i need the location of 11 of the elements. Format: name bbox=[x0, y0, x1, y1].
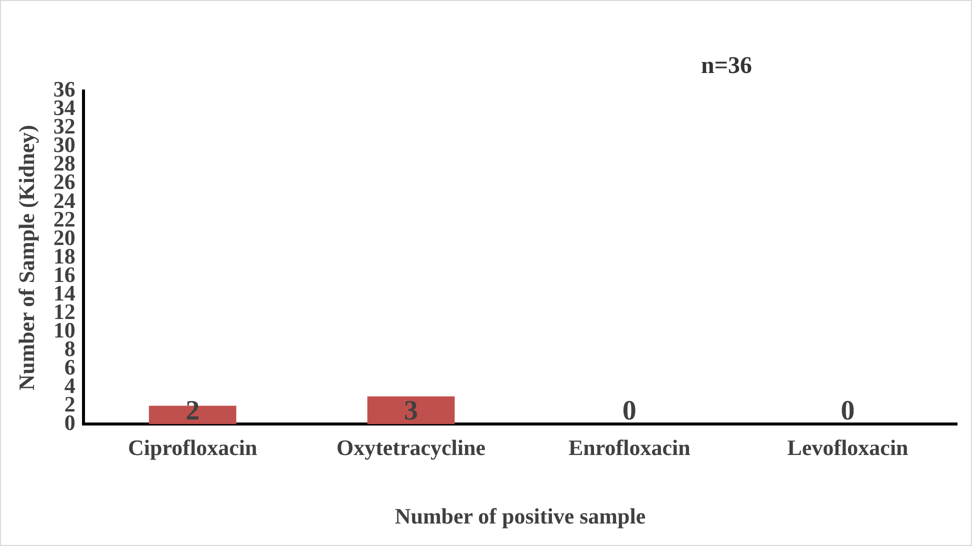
x-tick-label: Oxytetracycline bbox=[336, 435, 486, 460]
x-axis-title: Number of positive sample bbox=[394, 503, 646, 528]
text: n=36 bbox=[701, 53, 752, 80]
data-label: 0 bbox=[622, 395, 636, 426]
data-label: 0 bbox=[840, 395, 855, 426]
x-tick-label: Enrofloxacin bbox=[568, 435, 690, 460]
data-label: 3 bbox=[404, 395, 418, 426]
x-tick-label: Levofloxacin bbox=[787, 435, 908, 460]
y-axis-title: Number of Sample (Kidney) bbox=[14, 124, 39, 390]
y-tick-label: 36 bbox=[53, 76, 76, 102]
x-tick-label: Ciprofloxacin bbox=[128, 435, 258, 460]
